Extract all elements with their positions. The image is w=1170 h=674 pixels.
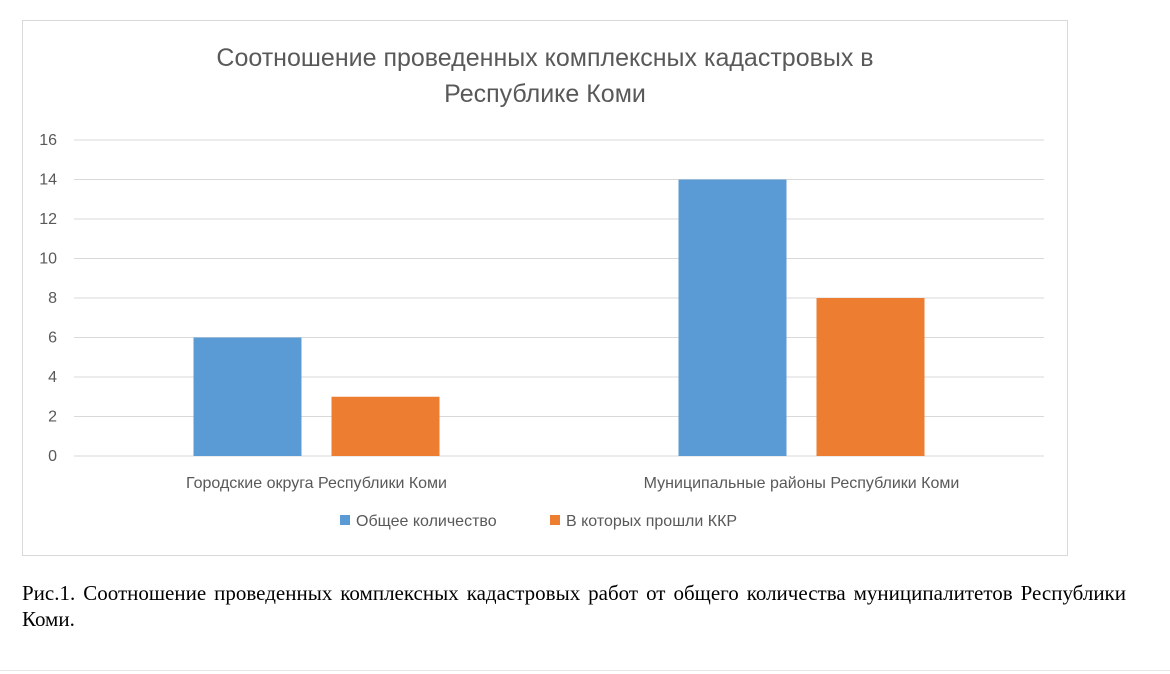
bar xyxy=(331,396,440,456)
legend: Общее количество В которых прошли ККР xyxy=(340,513,737,530)
bars xyxy=(193,179,925,456)
legend-swatch xyxy=(550,515,560,525)
chart-title-line: Соотношение проведенных комплексных када… xyxy=(216,44,873,72)
bar xyxy=(193,337,302,456)
x-category-label: Городские округа Республики Коми xyxy=(186,475,447,492)
y-tick-label: 6 xyxy=(48,330,57,347)
bar-chart: Соотношение проведенных комплексных када… xyxy=(39,44,1044,530)
y-tick-label: 0 xyxy=(48,448,57,465)
y-axis-ticks: 0 2 4 6 8 10 12 14 16 xyxy=(39,132,57,465)
y-tick-label: 12 xyxy=(39,211,57,228)
x-category-label: Муниципальные районы Республики Коми xyxy=(644,475,960,492)
y-tick-label: 10 xyxy=(39,251,57,268)
legend-label: Общее количество xyxy=(356,513,497,530)
bar xyxy=(678,179,787,456)
chart-title: Соотношение проведенных комплексных када… xyxy=(216,44,873,108)
y-tick-label: 16 xyxy=(39,132,57,149)
page-divider xyxy=(0,670,1170,671)
chart-frame xyxy=(22,20,1068,556)
chart-title-line: Республике Коми xyxy=(444,80,646,108)
bar xyxy=(816,298,925,456)
figure-caption: Рис.1. Соотношение проведенных комплексн… xyxy=(22,581,1126,631)
y-tick-label: 4 xyxy=(48,369,57,386)
y-tick-label: 14 xyxy=(39,172,57,189)
legend-label: В которых прошли ККР xyxy=(566,513,737,530)
y-tick-label: 2 xyxy=(48,409,57,426)
x-axis-categories: Городские округа Республики Коми Муниципа… xyxy=(186,475,959,492)
y-tick-label: 8 xyxy=(48,290,57,307)
legend-swatch xyxy=(340,515,350,525)
